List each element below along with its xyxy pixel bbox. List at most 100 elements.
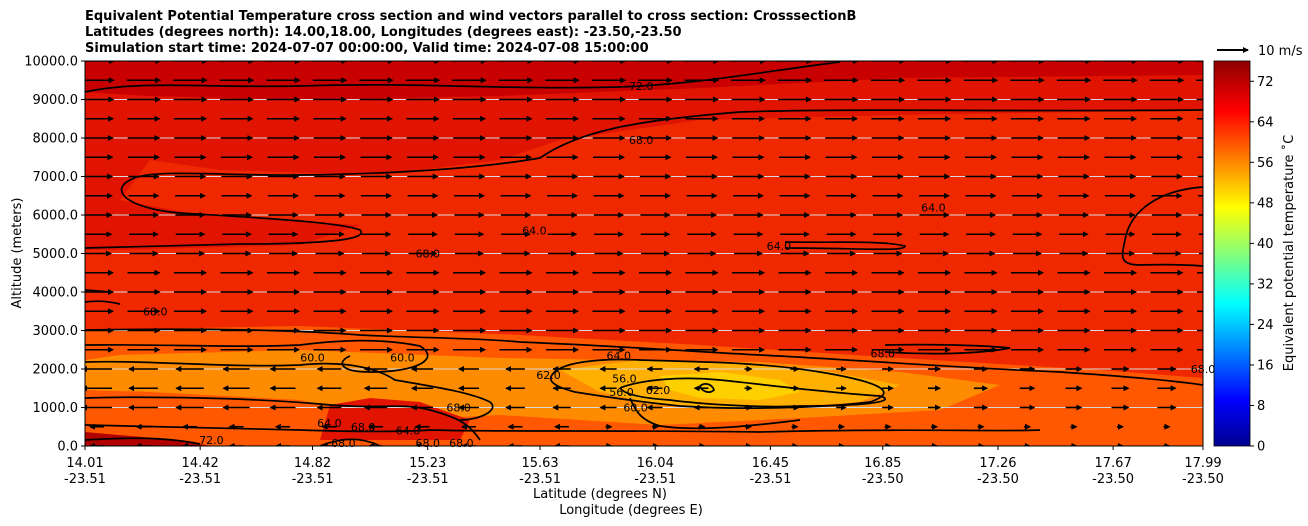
x-tick-lon: -23.51 (519, 472, 561, 487)
colorbar-tick-label: 32 (1257, 277, 1274, 292)
x-tick-lon: -23.51 (634, 472, 676, 487)
contour-labels: 72.068.064.068.064.064.068.060.0 60.0 64.0… (143, 80, 1215, 450)
title-line-1: Equivalent Potential Temperature cross s… (85, 9, 857, 24)
x-tick-lon: -23.51 (179, 472, 221, 487)
colorbar-tick-label: 56 (1257, 156, 1274, 171)
y-tick-label: 4000.0 (33, 286, 79, 301)
title-line-2: Latitudes (degrees north): 14.00,18.00, … (85, 25, 682, 40)
y-tick-label: 3000.0 (33, 324, 79, 339)
colorbar-tick-label: 0 (1257, 440, 1265, 455)
colorbar-ticks: 0 8 16 24 32 40 48 56 64 72 (1250, 75, 1274, 455)
x-tick-lat: 16.04 (637, 456, 674, 471)
contour-64-right (1121, 186, 1203, 267)
y-tick-label: 2000.0 (33, 363, 79, 378)
contour-label: 68.0 (351, 421, 376, 434)
x-tick-lat: 16.85 (864, 456, 901, 471)
colorbar-tick-label: 48 (1257, 196, 1274, 211)
colorbar-gradient (1213, 60, 1251, 447)
x-tick-lon: -23.51 (749, 472, 791, 487)
colorbar-label: Equivalent potential temperature ˚C (1281, 135, 1297, 371)
colorbar-tick-label: 72 (1257, 75, 1274, 90)
x-tick-lon: -23.50 (1092, 472, 1134, 487)
y-tick-label: 8000.0 (33, 132, 79, 147)
y-axis-label: Altitude (meters) (10, 198, 25, 309)
x-tick-lon: -23.51 (292, 472, 334, 487)
contour-label: 68.0 (446, 402, 471, 415)
x-tick-lat: 14.82 (294, 456, 331, 471)
x-tick-lon: -23.50 (977, 472, 1019, 487)
contour-label: 68.0 (415, 248, 440, 261)
y-tick-label: 9000.0 (33, 93, 79, 108)
colorbar-tick-label: 16 (1257, 358, 1274, 373)
contour-label: 68.0 (143, 305, 168, 318)
y-tick-label: 7000.0 (33, 170, 79, 185)
contour-lines (85, 61, 1203, 446)
x-tick-lat: 17.26 (979, 456, 1016, 471)
contour-label: 68.0 (415, 437, 440, 450)
contour-label: 62.0 (536, 369, 561, 382)
contour-label: 56.0 (609, 386, 634, 399)
contour-60-inner (629, 397, 801, 430)
x-tick-lon: -23.51 (407, 472, 449, 487)
contour-lower-68 (85, 396, 481, 441)
x-tick-lat: 17.67 (1095, 456, 1132, 471)
x-tick-lat: 16.45 (752, 456, 789, 471)
wind-vectors (85, 61, 1203, 446)
contour-label: 60.0 (390, 351, 415, 364)
contour-label: 68.0 (629, 134, 654, 147)
x-axis: 14.01-23.5114.42-23.5114.82-23.5115.23-2… (64, 446, 1224, 487)
colorbar-tick-label: 24 (1257, 318, 1274, 333)
x-axis-label-lon: Longitude (degrees E) (559, 503, 703, 518)
x-tick-lat: 14.01 (66, 456, 103, 471)
y-tick-label: 1000.0 (33, 401, 79, 416)
contour-label: 68.0 (449, 437, 474, 450)
colorbar-tick-label: 64 (1257, 115, 1274, 130)
x-tick-lon: -23.50 (1182, 472, 1224, 487)
contour-label: 60.0 (300, 351, 325, 364)
x-tick-lon: -23.51 (64, 472, 106, 487)
colorbar-tick-label: 8 (1257, 399, 1265, 414)
contour-label: 68.0 (331, 437, 356, 450)
colorbar-tick-label: 40 (1257, 237, 1274, 252)
contour-label: 64.0 (767, 240, 792, 253)
chart-title: Equivalent Potential Temperature cross s… (85, 9, 856, 57)
contour-60-mid (85, 360, 494, 421)
contour-62-core (699, 383, 715, 393)
contour-62-band (85, 328, 1203, 386)
contour-68-right (884, 343, 1011, 355)
x-tick-lat: 15.63 (521, 456, 558, 471)
x-tick-lat: 14.42 (182, 456, 219, 471)
field-band-70 (85, 61, 1203, 250)
contour-surface-64 (85, 424, 1041, 433)
x-tick-lon: -23.50 (862, 472, 904, 487)
x-tick-lat: 15.23 (409, 456, 446, 471)
contour-56-inner (619, 377, 887, 408)
contour-label: 64.0 (921, 201, 946, 214)
y-tick-label: 6000.0 (33, 209, 79, 224)
contour-72-upper (85, 61, 841, 93)
contour-label: 72.0 (199, 434, 224, 447)
x-tick-lat: 17.99 (1184, 456, 1221, 471)
title-line-3: Simulation start time: 2024-07-07 00:00:… (85, 41, 649, 56)
contour-label: 62.0 (646, 384, 671, 397)
colorbar: 0 8 16 24 32 40 48 56 64 72 Equivalent potential … (1213, 60, 1297, 455)
contour-label: 64.0 (522, 224, 547, 237)
quiver-key-label: 10 m/s (1258, 44, 1303, 59)
contour-64-mid (784, 241, 906, 251)
y-tick-label: 0.0 (57, 440, 78, 455)
contour-label: 64.0 (396, 425, 421, 438)
contour-label: 72.0 (629, 80, 654, 93)
quiver-key: 10 m/s (1217, 44, 1303, 59)
contour-label: 68.0 (871, 348, 896, 361)
contour-56-outer (549, 358, 885, 409)
x-axis-label-lat: Latitude (degrees N) (533, 487, 667, 502)
contour-label: 60.0 (623, 402, 648, 415)
contour-68-upper (85, 109, 1203, 249)
y-axis: 0.0 1000.0 2000.0 3000.0 4000.0 5000.0 6000.0 7… (24, 55, 85, 455)
contour-label: 64.0 (317, 417, 342, 430)
y-tick-label: 5000.0 (33, 247, 79, 262)
contour-label: 64.0 (606, 350, 631, 363)
contour-label: 56.0 (612, 373, 637, 386)
y-tick-label: 10000.0 (24, 55, 78, 70)
